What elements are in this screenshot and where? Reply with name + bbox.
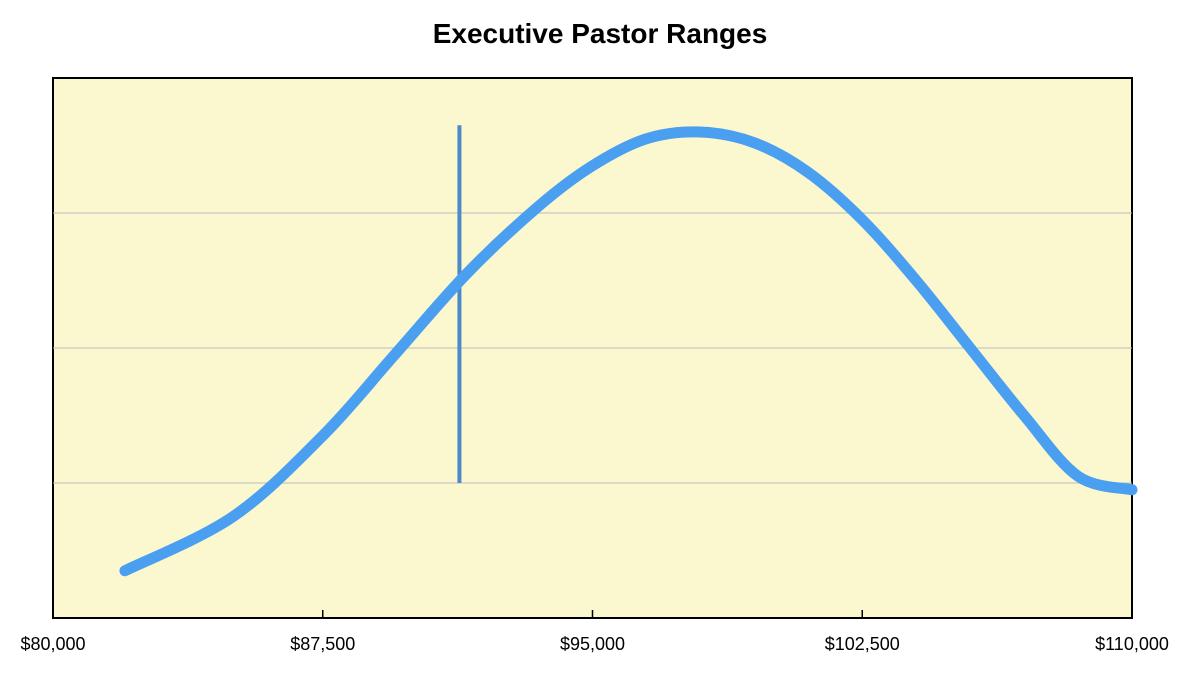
x-tick-labels: $80,000 $87,500 $95,000 $102,500 $110,000: [20, 610, 1169, 654]
x-tick-label: $87,500: [290, 634, 355, 654]
series-layer: [119, 126, 1138, 577]
x-tick-label: $95,000: [560, 634, 625, 654]
series-line-1: [119, 126, 1138, 577]
x-tick-label: $102,500: [825, 634, 900, 654]
x-tick-label: $110,000: [1095, 634, 1169, 654]
chart-title: Executive Pastor Ranges: [432, 18, 768, 49]
x-tick-label: $80,000: [20, 634, 85, 654]
gridlines: [53, 212, 1132, 484]
